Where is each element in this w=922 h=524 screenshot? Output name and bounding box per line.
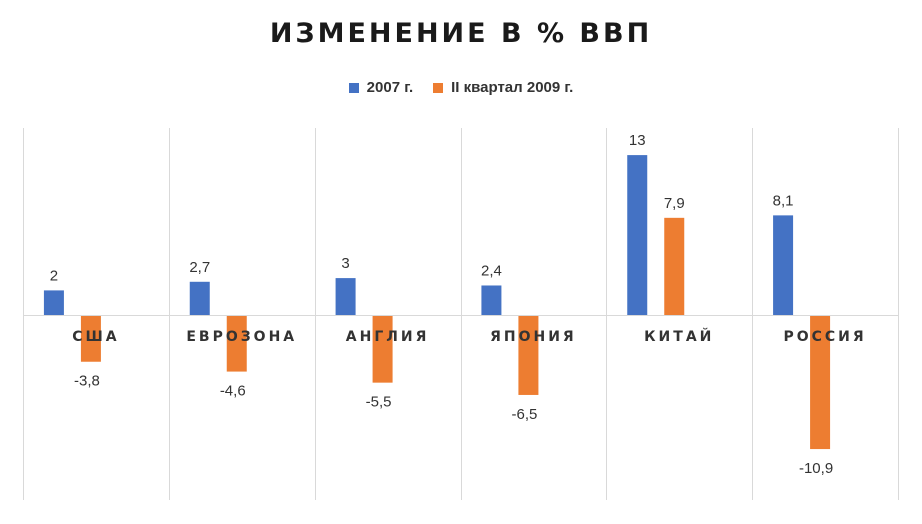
data-label-series-1-2: 2,7 (189, 259, 210, 276)
bar-series-2-6 (810, 315, 831, 450)
bar-series-2-4 (518, 315, 539, 395)
legend-label-series-1: 2007 г. (366, 79, 414, 96)
chart-title: ИЗМЕНЕНИЕ В % ВВП (269, 18, 653, 49)
category-label: КИТАЙ (644, 328, 714, 345)
bar-series-1-1 (43, 290, 64, 315)
category-label: АНГЛИЯ (346, 329, 430, 345)
legend-label-series-2: II квартал 2009 г. (451, 79, 574, 96)
data-label-series-2-4: -6,5 (511, 406, 537, 423)
category-label: ЯПОНИЯ (490, 329, 577, 345)
data-label-series-1-1: 2 (50, 267, 58, 284)
data-label-series-2-6: -10,9 (799, 460, 833, 477)
bar-series-2-2 (226, 315, 247, 372)
legend-swatch-series-2 (433, 82, 444, 93)
bar-series-2-3 (372, 315, 393, 383)
bar-series-1-2 (189, 281, 210, 315)
category-label: ЕВРОЗОНА (186, 329, 297, 345)
data-label-series-2-2: -4,6 (220, 383, 246, 400)
bar-series-1-6 (773, 215, 794, 315)
bar-series-1-4 (481, 285, 502, 315)
legend: 2007 г. II квартал 2009 г. (0, 79, 922, 96)
category-label: РОССИЯ (783, 329, 866, 345)
legend-item-series-2: II квартал 2009 г. (433, 79, 573, 96)
bar-series-2-1 (80, 315, 101, 362)
legend-swatch-series-1 (348, 82, 359, 93)
bar-series-1-3 (335, 278, 356, 315)
data-label-series-2-3: -5,5 (366, 394, 392, 411)
data-label-series-1-6: 8,1 (773, 192, 794, 209)
data-label-series-2-1: -3,8 (74, 373, 100, 390)
data-label-series-1-3: 3 (341, 255, 349, 272)
data-label-series-1-5: 13 (629, 132, 646, 149)
category-label: США (72, 329, 119, 345)
legend-item-series-1: 2007 г. (348, 79, 414, 96)
bar-series-2-5 (664, 217, 685, 315)
bar-series-1-5 (627, 155, 648, 315)
data-label-series-2-5: 7,9 (664, 195, 685, 212)
data-label-series-1-4: 2,4 (481, 262, 502, 279)
